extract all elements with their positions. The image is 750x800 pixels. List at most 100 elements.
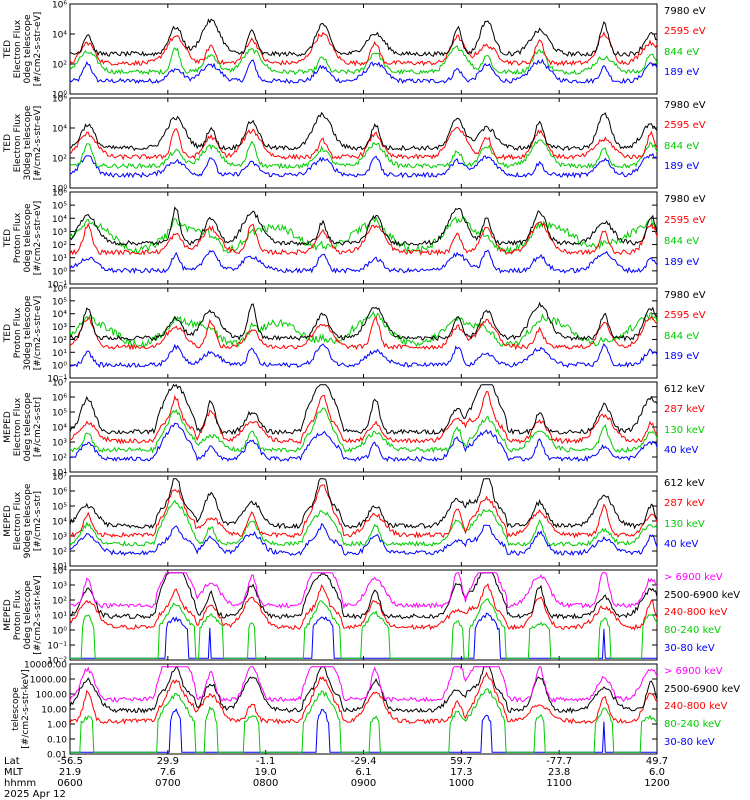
series-line xyxy=(70,478,657,530)
legend-entry: 80-240 keV xyxy=(664,718,722,730)
legend-entry: 240-800 keV xyxy=(664,701,728,713)
y-tick-label: 10² xyxy=(52,597,67,607)
legend-entry: 30-80 keV xyxy=(664,642,715,654)
y-axis-label: 0deg telescope xyxy=(23,14,33,84)
y-tick-label: 10⁻² xyxy=(47,657,67,667)
y-axis-label: 0deg telescope xyxy=(23,392,33,462)
series-line xyxy=(70,206,657,247)
series-line xyxy=(70,390,657,445)
panel-frame xyxy=(69,381,658,473)
y-axis-label: [#/cm2-s-str] xyxy=(33,397,43,457)
legend-entry: 844 eV xyxy=(664,140,700,152)
series-line xyxy=(70,152,657,179)
legend-entry: 612 keV xyxy=(664,478,705,489)
panel-7: 10⁻² 10⁻¹ 10⁰ 10¹ 10² 10³ 10⁴ MEPED Proton Flux 0… xyxy=(3,567,658,667)
series-line xyxy=(70,383,657,436)
y-tick-label: 10.00 xyxy=(41,706,67,716)
y-axis-label: [#/cm2-s-str-eV] xyxy=(33,201,43,276)
y-axis-label: [#/cm2-s-str-keV] xyxy=(21,669,31,748)
panel-2: 10⁰ 10² 10⁴ 10⁶ TED Electron Flux 30deg telesc… xyxy=(3,95,658,195)
legend-entry: 189 eV xyxy=(664,256,700,268)
legend-entry: 2595 eV xyxy=(664,26,706,38)
hhmm-tick-value: 0600 xyxy=(57,778,83,789)
y-tick-label: 10⁴ xyxy=(52,567,67,577)
y-axis-label: [#/cm2-s-str-eV] xyxy=(33,12,43,87)
y-axis-label: MEPED xyxy=(3,599,13,631)
legend-entry: 30-80 keV xyxy=(664,736,715,748)
series-line xyxy=(70,572,657,620)
y-tick-label: 10⁴ xyxy=(52,125,67,135)
mlt-label: MLT xyxy=(4,767,23,778)
y-tick-label: 10² xyxy=(52,336,67,346)
series-line xyxy=(70,407,657,454)
date-label: 2025 Apr 12 xyxy=(4,789,66,800)
panel-frame xyxy=(69,3,658,95)
legend-entry: 287 keV xyxy=(664,404,705,416)
legend-entry: 130 keV xyxy=(664,518,705,530)
series-line xyxy=(70,220,657,256)
legend-entry: 844 eV xyxy=(664,330,700,342)
y-tick-label: 10⁴ xyxy=(52,215,67,225)
y-tick-label: 10⁰ xyxy=(52,627,67,637)
y-tick-label: 10³ xyxy=(52,228,67,238)
y-tick-label: 10⁶ xyxy=(52,95,67,105)
y-tick-label: 10⁰ xyxy=(52,267,67,277)
series-line xyxy=(70,523,657,557)
y-tick-label: 10⁶ xyxy=(52,488,67,498)
series-line xyxy=(70,139,657,170)
y-axis-label: [#/cm2-s-str] xyxy=(33,491,43,551)
series-line xyxy=(70,301,657,342)
y-tick-label: 10¹ xyxy=(52,349,67,359)
lat-tick-value: -56.5 xyxy=(57,756,83,767)
legend-entry: 7980 eV xyxy=(664,194,706,205)
y-tick-label: 10³ xyxy=(52,582,67,592)
lat-row: Lat -56.5 29.9 -1.1 -29.4 59.7 -77.7 49.7 xyxy=(4,756,750,767)
y-tick-label: 100.00 xyxy=(36,691,68,701)
legend-entry: 2595 eV xyxy=(664,214,706,226)
series-line xyxy=(70,310,657,350)
y-tick-label: 0.10 xyxy=(47,736,67,746)
panel-3: 10⁻¹ 10⁰ 10¹ 10² 10³ 10⁴ 10⁵ 10⁶ TED Proton Flux 0… xyxy=(3,189,658,291)
y-tick-label: 10⁻¹ xyxy=(47,375,67,385)
y-tick-label: 10⁷ xyxy=(52,473,67,483)
y-tick-label: 10¹ xyxy=(52,612,67,622)
y-tick-label: 10² xyxy=(52,241,67,251)
legend-entry: > 6900 keV xyxy=(664,666,723,677)
y-axis-label: Electron Flux xyxy=(13,113,23,172)
y-tick-label: 10⁶ xyxy=(52,1,67,11)
legend-entry: 7980 eV xyxy=(664,100,706,111)
y-axis-label: 0deg telescope xyxy=(23,580,33,650)
y-tick-label: 10² xyxy=(52,61,67,71)
y-tick-label: 10² xyxy=(52,155,67,165)
legend-entry: 7980 eV xyxy=(664,6,706,17)
legend-entry: 2500-6900 keV xyxy=(664,589,741,601)
mlt-tick-value: 17.3 xyxy=(450,767,473,778)
series-line xyxy=(70,111,657,152)
mlt-tick-value: 6.0 xyxy=(649,767,665,778)
y-tick-label: 0.01 xyxy=(47,751,67,761)
panel-4: 10⁻¹ 10⁰ 10¹ 10² 10³ 10⁴ 10⁵ 10⁶ TED Proton Flux 3… xyxy=(3,285,658,385)
y-axis-label: TED xyxy=(3,40,13,59)
y-axis-label: 90deg telescope xyxy=(23,483,33,558)
y-tick-label: 10⁶ xyxy=(52,285,67,295)
legend-entry: 7980 eV xyxy=(664,290,706,301)
y-axis-label: Electron Flux xyxy=(13,491,23,550)
lat-tick-value: -29.4 xyxy=(350,756,377,767)
y-tick-label: 10³ xyxy=(52,439,67,449)
series-line xyxy=(70,598,657,659)
legend-entry: 40 keV xyxy=(664,539,699,551)
series-line xyxy=(70,58,657,85)
series-line xyxy=(70,31,657,67)
y-axis-label: Electron Flux xyxy=(13,19,23,78)
lat-label: Lat xyxy=(4,756,20,767)
panel-1: 10⁰ 10² 10⁴ 10⁶ TED Electron Flux 0deg telesco… xyxy=(3,1,658,101)
y-tick-label: 10¹ xyxy=(52,563,67,573)
legend-entry: 189 eV xyxy=(664,351,700,363)
y-axis-label: telescope xyxy=(11,687,21,731)
legend-entry: 189 eV xyxy=(664,67,700,79)
legend-entry: 287 keV xyxy=(664,498,705,510)
y-axis-label: MEPED xyxy=(3,411,13,443)
mlt-tick-value: 7.6 xyxy=(159,767,176,778)
y-axis-label: TED xyxy=(3,324,13,343)
